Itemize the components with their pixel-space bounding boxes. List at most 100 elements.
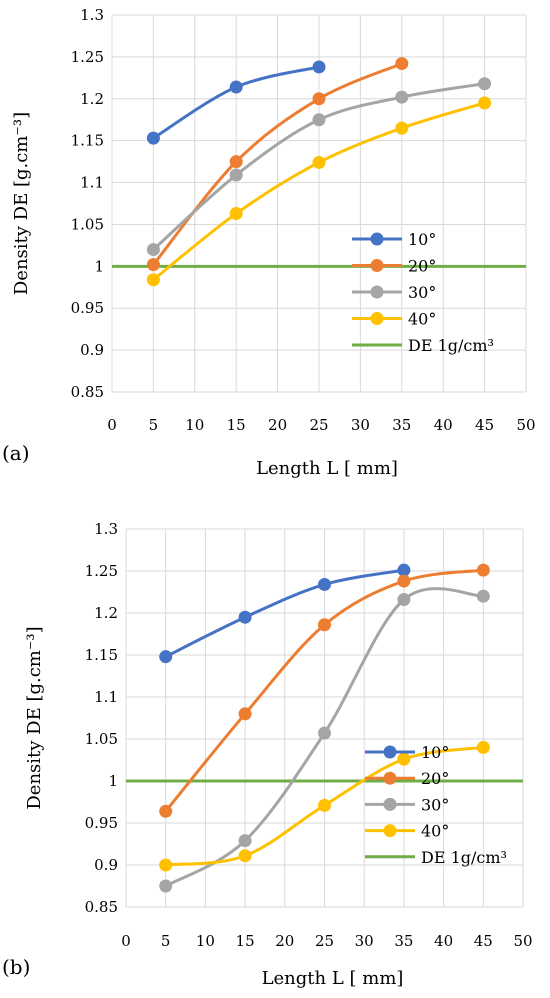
series-line bbox=[164, 568, 406, 659]
x-tick-label: 0 bbox=[121, 932, 131, 950]
x-tick-label: 40 bbox=[434, 416, 453, 434]
data-point bbox=[159, 804, 173, 818]
data-point bbox=[312, 92, 326, 106]
data-point bbox=[476, 740, 490, 754]
x-axis-title: Length L [ mm] bbox=[256, 458, 398, 479]
x-tick-label: 35 bbox=[392, 416, 411, 434]
series-0 bbox=[159, 563, 411, 664]
legend-label: 20° bbox=[408, 257, 436, 276]
data-point bbox=[146, 243, 160, 257]
data-point bbox=[229, 80, 243, 94]
data-point bbox=[397, 574, 411, 588]
x-tick-label: 50 bbox=[513, 932, 532, 950]
data-point bbox=[229, 207, 243, 221]
series-2 bbox=[146, 77, 492, 257]
data-point bbox=[318, 577, 331, 591]
data-point bbox=[159, 650, 173, 664]
legend-swatch-marker bbox=[383, 824, 397, 838]
y-tick-label: 1.05 bbox=[71, 215, 104, 233]
legend-label: 10° bbox=[408, 230, 436, 249]
legend-entry: DE 1g/cm³ bbox=[352, 336, 494, 355]
data-point bbox=[476, 589, 490, 603]
legend-label: DE 1g/cm³ bbox=[421, 848, 507, 867]
x-tick-label: 20 bbox=[268, 416, 287, 434]
y-tick-label: 1.3 bbox=[94, 520, 118, 538]
chart-b: 0 5 10 15 20 25 30 35 40 45 50 0.85 0.9 0.95 1 1.05 1.1 1… bbox=[2, 520, 533, 989]
gridlines bbox=[125, 528, 524, 908]
data-point bbox=[397, 593, 411, 607]
data-point bbox=[146, 258, 160, 272]
series-3 bbox=[159, 740, 490, 872]
legend: 10° 20° 30° 40° DE 1g/cm³ bbox=[352, 230, 494, 355]
legend-swatch-marker bbox=[383, 745, 397, 759]
y-tick-label: 1.25 bbox=[85, 562, 118, 580]
data-point bbox=[238, 610, 252, 624]
x-tick-label: 10 bbox=[196, 932, 215, 950]
y-tick-label: 1.15 bbox=[71, 132, 104, 150]
x-tick-label: 5 bbox=[149, 416, 159, 434]
legend-swatch-marker bbox=[370, 232, 384, 246]
legend-swatch-marker bbox=[370, 259, 384, 272]
x-tick-label: 15 bbox=[227, 416, 246, 434]
data-point bbox=[395, 57, 409, 71]
data-point bbox=[318, 798, 331, 812]
panel-label: (a) bbox=[2, 441, 30, 465]
y-tick-label: 1 bbox=[108, 772, 118, 790]
legend-entry: 20° bbox=[365, 769, 449, 788]
y-tick-label: 1.2 bbox=[94, 604, 118, 622]
x-tick-label: 0 bbox=[107, 416, 117, 434]
legend-swatch-marker bbox=[383, 771, 397, 785]
legend-swatch-marker bbox=[370, 312, 384, 325]
x-tick-label: 30 bbox=[351, 416, 370, 434]
y-tick-label: 1.1 bbox=[94, 688, 118, 706]
y-tick-label: 0.95 bbox=[85, 814, 118, 832]
legend-label: DE 1g/cm³ bbox=[408, 336, 494, 355]
legend-label: 20° bbox=[421, 769, 449, 788]
data-point bbox=[478, 77, 492, 91]
legend-entry: 40° bbox=[352, 310, 436, 329]
x-tick-label: 40 bbox=[434, 932, 453, 950]
legend-entry: 40° bbox=[365, 822, 449, 841]
data-point bbox=[146, 131, 160, 145]
data-point bbox=[159, 858, 173, 872]
panel-label: (b) bbox=[2, 955, 30, 979]
data-point bbox=[159, 879, 173, 893]
x-tick-label: 45 bbox=[474, 932, 493, 950]
y-axis-title: Density DE [g.cm⁻³] bbox=[11, 112, 32, 295]
data-point bbox=[478, 96, 492, 110]
series-1 bbox=[159, 563, 490, 818]
data-point bbox=[312, 113, 326, 127]
legend-label: 30° bbox=[408, 283, 436, 302]
x-tick-label: 25 bbox=[309, 416, 328, 434]
legend-entry: 10° bbox=[352, 230, 436, 249]
y-tick-label: 1.25 bbox=[71, 48, 104, 66]
x-tick-label: 10 bbox=[185, 416, 204, 434]
legend-swatch-marker bbox=[370, 285, 384, 299]
y-tick-label: 0.95 bbox=[71, 299, 104, 317]
y-tick-label: 1.3 bbox=[80, 6, 104, 24]
y-axis-title: Density DE [g.cm⁻³] bbox=[24, 626, 45, 809]
y-tick-label: 1.15 bbox=[85, 646, 118, 664]
legend-label: 40° bbox=[408, 310, 436, 329]
data-point bbox=[397, 752, 411, 766]
data-point bbox=[395, 90, 409, 104]
x-tick-label: 35 bbox=[394, 932, 413, 950]
x-tick-label: 25 bbox=[315, 932, 334, 950]
data-point bbox=[318, 726, 331, 740]
data-point bbox=[397, 563, 411, 577]
y-tick-label: 0.9 bbox=[80, 341, 104, 359]
legend-entry: 10° bbox=[365, 743, 449, 762]
data-point bbox=[395, 121, 409, 135]
y-tick-label: 0.85 bbox=[85, 898, 118, 916]
data-point bbox=[318, 618, 331, 632]
data-point bbox=[312, 155, 326, 169]
series-1 bbox=[146, 57, 409, 272]
legend-swatch-marker bbox=[383, 797, 397, 811]
data-point bbox=[146, 273, 160, 287]
chart-a: 0 5 10 15 20 25 30 35 40 45 50 0.85 0.9 0.95 1 1.05 1.1 1… bbox=[2, 6, 536, 479]
x-axis-title: Length L [ mm] bbox=[262, 968, 404, 989]
series-3 bbox=[146, 96, 492, 287]
data-point bbox=[238, 707, 252, 721]
y-tick-label: 0.9 bbox=[94, 856, 118, 874]
